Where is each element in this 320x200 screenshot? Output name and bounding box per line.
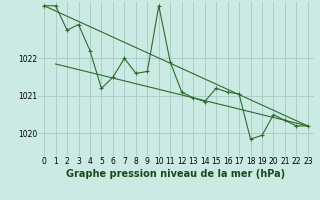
X-axis label: Graphe pression niveau de la mer (hPa): Graphe pression niveau de la mer (hPa)	[67, 169, 285, 179]
